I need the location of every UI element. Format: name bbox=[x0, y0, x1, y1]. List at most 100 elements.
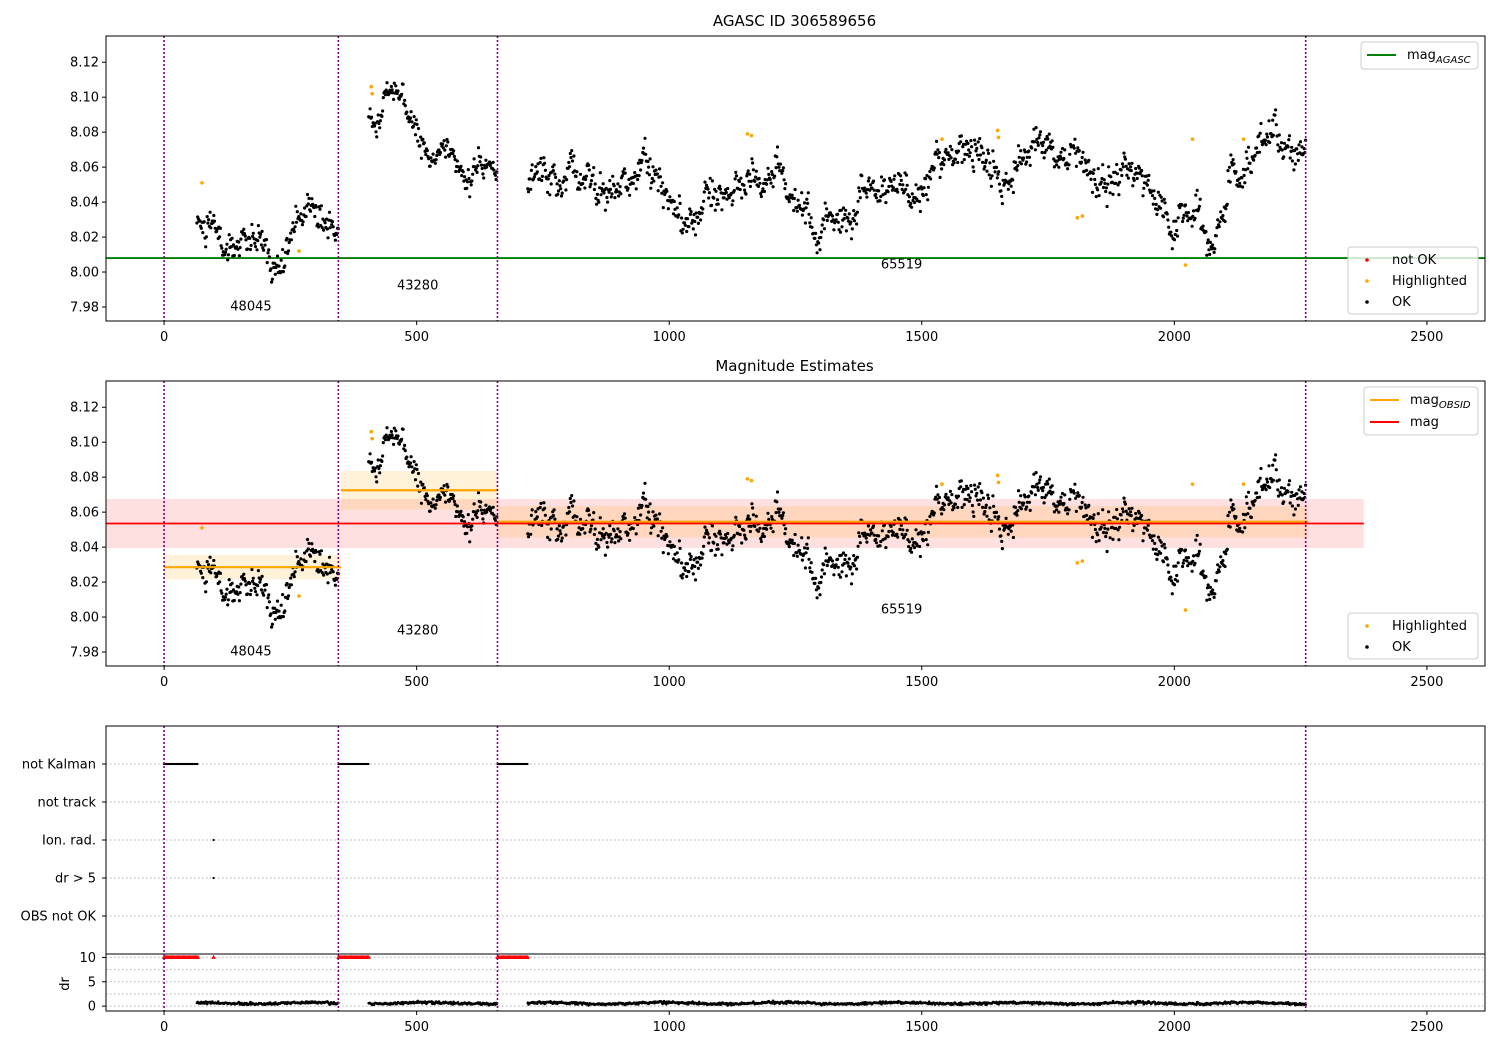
data-point-ok bbox=[546, 190, 550, 194]
data-point-ok bbox=[304, 214, 308, 219]
data-point-ok bbox=[589, 182, 593, 186]
data-point-ok bbox=[1156, 535, 1160, 539]
data-point-ok bbox=[1287, 138, 1291, 142]
data-point-ok bbox=[770, 172, 775, 177]
data-point-ok bbox=[1034, 126, 1038, 130]
data-point-ok bbox=[942, 158, 947, 162]
data-point-ok bbox=[1017, 500, 1021, 504]
data-point-ok bbox=[1165, 557, 1169, 561]
data-point-ok bbox=[1271, 478, 1275, 482]
data-point-ok bbox=[869, 183, 873, 187]
x-tick-label: 1000 bbox=[653, 330, 686, 345]
data-point-ok bbox=[1041, 140, 1045, 144]
data-point-ok bbox=[899, 174, 903, 178]
data-point-ok bbox=[636, 177, 640, 182]
data-point-ok bbox=[468, 540, 472, 544]
data-point-ok bbox=[819, 230, 824, 234]
data-point-ok bbox=[878, 199, 882, 203]
data-point-ok bbox=[479, 163, 484, 167]
data-point-ok bbox=[1290, 159, 1294, 163]
data-point-ok bbox=[479, 500, 483, 504]
x-tick-label: 2000 bbox=[1158, 1020, 1191, 1035]
data-point-ok bbox=[737, 524, 742, 529]
data-point-ok bbox=[974, 149, 978, 153]
data-point-ok bbox=[811, 231, 816, 235]
data-point-ok bbox=[237, 240, 241, 244]
data-point-ok bbox=[368, 107, 372, 111]
data-point-ok bbox=[761, 532, 765, 536]
data-point-ok bbox=[1217, 225, 1221, 229]
data-point-ok bbox=[1041, 489, 1045, 493]
data-point-ok bbox=[1192, 209, 1196, 213]
data-point-ok bbox=[956, 160, 960, 165]
data-point-ok bbox=[553, 172, 557, 176]
data-point-ok bbox=[690, 566, 694, 570]
data-point-ok bbox=[475, 515, 479, 520]
data-point-ok bbox=[978, 137, 982, 141]
data-point-ok bbox=[534, 165, 538, 169]
data-point-ok bbox=[847, 557, 851, 561]
data-point-ok bbox=[1181, 561, 1185, 565]
data-point-ok bbox=[310, 542, 314, 546]
data-point-ok bbox=[909, 201, 913, 206]
data-point-ok bbox=[617, 539, 621, 543]
data-point-ok bbox=[1115, 517, 1119, 521]
data-point-ok bbox=[1042, 501, 1046, 505]
middle-chart-plot-area bbox=[195, 426, 1308, 629]
data-point-ok bbox=[548, 538, 552, 542]
data-point-ok bbox=[559, 187, 563, 191]
data-point-ok bbox=[1091, 171, 1095, 175]
data-point-ok bbox=[1071, 489, 1075, 493]
data-point-ok bbox=[820, 568, 824, 572]
data-point-ok bbox=[1180, 203, 1184, 207]
data-point-ok bbox=[265, 606, 269, 610]
data-point-ok bbox=[466, 168, 470, 172]
data-point-ok bbox=[401, 82, 405, 86]
data-point-ok bbox=[751, 513, 756, 517]
data-point-ok bbox=[1174, 564, 1178, 568]
data-point-ok bbox=[526, 532, 530, 536]
data-point-ok bbox=[665, 189, 669, 193]
data-point-ok bbox=[400, 437, 404, 441]
x-tick-label: 500 bbox=[404, 675, 429, 690]
data-point-ok bbox=[1279, 141, 1284, 145]
data-point-ok bbox=[1006, 187, 1010, 191]
data-point-ok bbox=[1255, 146, 1259, 150]
data-point-ok bbox=[746, 514, 750, 518]
data-point-ok bbox=[234, 590, 239, 594]
data-point-ok bbox=[1238, 181, 1242, 185]
data-point-ok bbox=[444, 500, 448, 504]
data-point-ok bbox=[538, 160, 542, 165]
data-point-ok bbox=[770, 515, 774, 519]
data-point-ok bbox=[195, 221, 199, 225]
data-point-ok bbox=[899, 178, 903, 182]
data-point-ok bbox=[265, 261, 269, 265]
x-tick-label: 500 bbox=[404, 330, 429, 345]
data-point-ok bbox=[983, 510, 987, 514]
data-point-ok bbox=[762, 189, 767, 194]
data-point-ok bbox=[488, 509, 492, 513]
data-point-ok bbox=[383, 93, 388, 97]
data-point-ok bbox=[618, 185, 622, 189]
data-point-ok bbox=[651, 510, 655, 514]
data-point-ok bbox=[248, 581, 252, 586]
data-point-ok bbox=[328, 571, 332, 575]
data-point-ok bbox=[652, 179, 656, 183]
data-point-ok bbox=[242, 572, 246, 576]
data-point-ok bbox=[818, 593, 822, 597]
data-point-ok bbox=[843, 212, 847, 217]
data-point-ok bbox=[984, 506, 988, 510]
data-point-ok bbox=[683, 223, 687, 227]
data-point-ok bbox=[1161, 560, 1166, 564]
dr-point bbox=[661, 1002, 664, 1006]
data-point-ok bbox=[656, 189, 660, 193]
data-point-ok bbox=[1080, 155, 1084, 160]
data-point-ok bbox=[971, 510, 975, 514]
data-point-ok bbox=[237, 585, 241, 589]
data-point-ok bbox=[953, 502, 958, 506]
data-point-ok bbox=[867, 176, 871, 180]
data-point-ok bbox=[1117, 193, 1121, 197]
data-point-ok bbox=[1150, 194, 1155, 198]
data-point-ok bbox=[693, 233, 698, 237]
data-point-ok bbox=[1286, 490, 1290, 494]
